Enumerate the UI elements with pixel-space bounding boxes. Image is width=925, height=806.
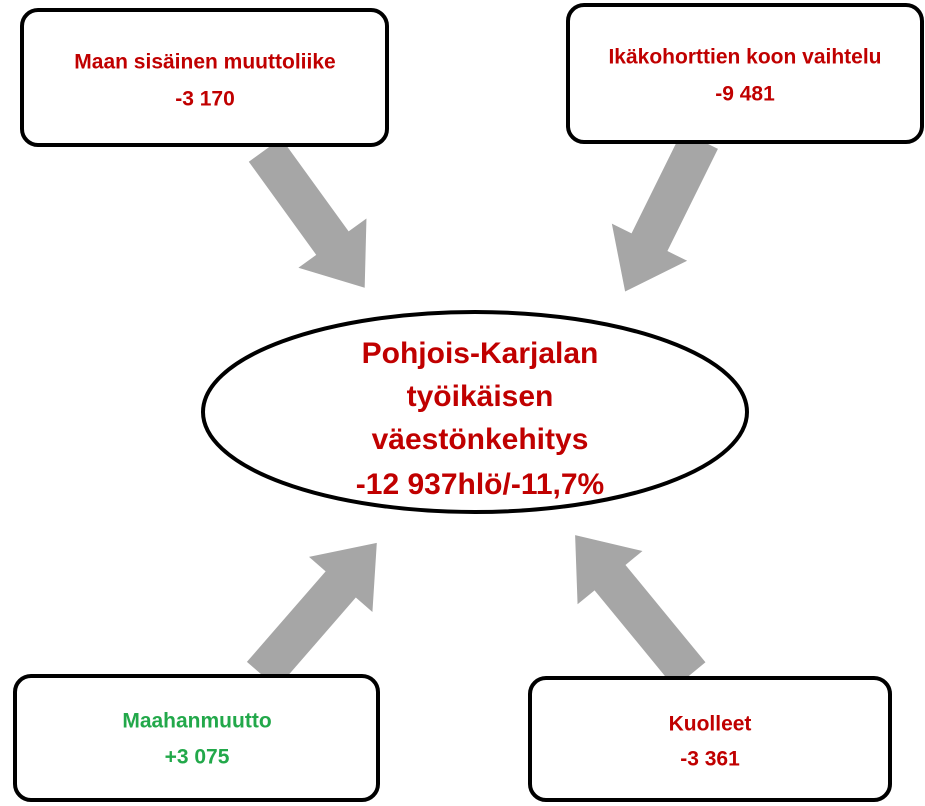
box [528, 676, 892, 802]
box [566, 3, 924, 144]
center-line: väestönkehitys [372, 423, 589, 456]
node-value: -3 361 [680, 748, 740, 771]
center-line: -12 937hlö/-11,7% [356, 468, 604, 501]
center-line: työikäisen [407, 380, 554, 413]
center-line: Pohjois-Karjalan [362, 337, 599, 370]
node-value: -3 170 [175, 88, 235, 111]
node-value: -9 481 [715, 83, 775, 106]
node-label: Maan sisäinen muuttoliike [74, 51, 335, 74]
node-label: Kuolleet [669, 713, 752, 736]
arrow [248, 138, 367, 288]
node-value: +3 075 [165, 746, 230, 769]
center-ellipse [201, 310, 749, 514]
node-label: Ikäkohorttien koon vaihtelu [608, 46, 881, 69]
arrow [575, 535, 706, 688]
box [20, 8, 389, 147]
arrow [611, 131, 718, 292]
box [13, 674, 380, 802]
node-label: Maahanmuutto [122, 710, 271, 733]
arrow [246, 542, 377, 689]
